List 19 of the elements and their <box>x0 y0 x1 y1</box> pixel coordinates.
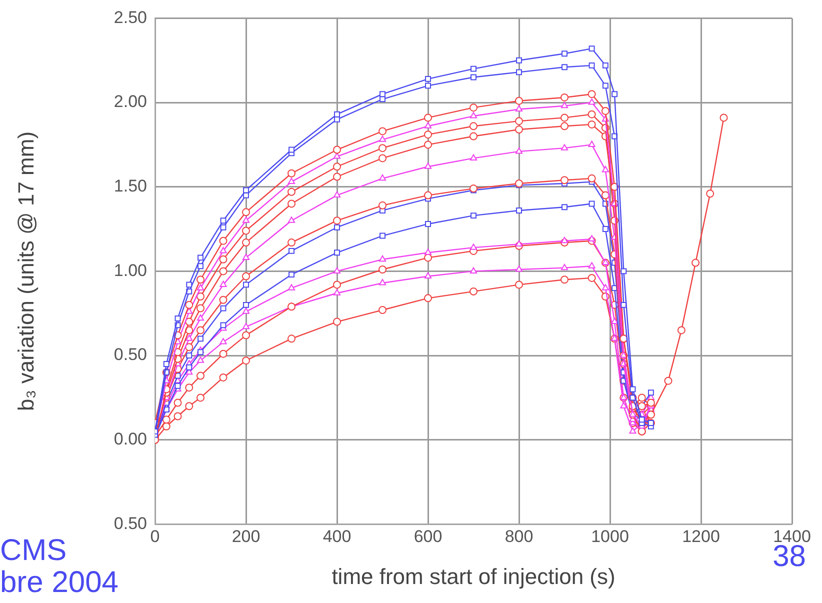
y-axis-title: b₃ variation (units @ 17 mm) <box>13 131 38 411</box>
x-tick-label: 1000 <box>591 527 629 546</box>
text: CMS <box>0 534 67 568</box>
y-tick-label: 1.50 <box>114 176 147 196</box>
y-tick-label: 0.00 <box>114 430 147 449</box>
text: bre 2004 <box>0 566 118 600</box>
x-tick-label: 400 <box>322 527 352 546</box>
x-tick-label: 0 <box>150 527 160 546</box>
x-tick-label: 1400 <box>773 527 811 546</box>
x-tick-label: 800 <box>504 527 534 546</box>
y-tick-label: 1.00 <box>114 260 147 280</box>
x-tick-label: 200 <box>232 527 260 546</box>
x-tick-label: 1200 <box>682 527 720 546</box>
x-axis-title: time from start of injection (s) <box>332 564 616 589</box>
x-tick-label: 600 <box>414 527 442 546</box>
y-tick-label: 2.50 <box>114 8 147 27</box>
y-tick-label: 2.00 <box>114 92 147 112</box>
y-tick-label: 0.50 <box>114 514 147 533</box>
y-tick-label: 0.50 <box>114 345 147 364</box>
